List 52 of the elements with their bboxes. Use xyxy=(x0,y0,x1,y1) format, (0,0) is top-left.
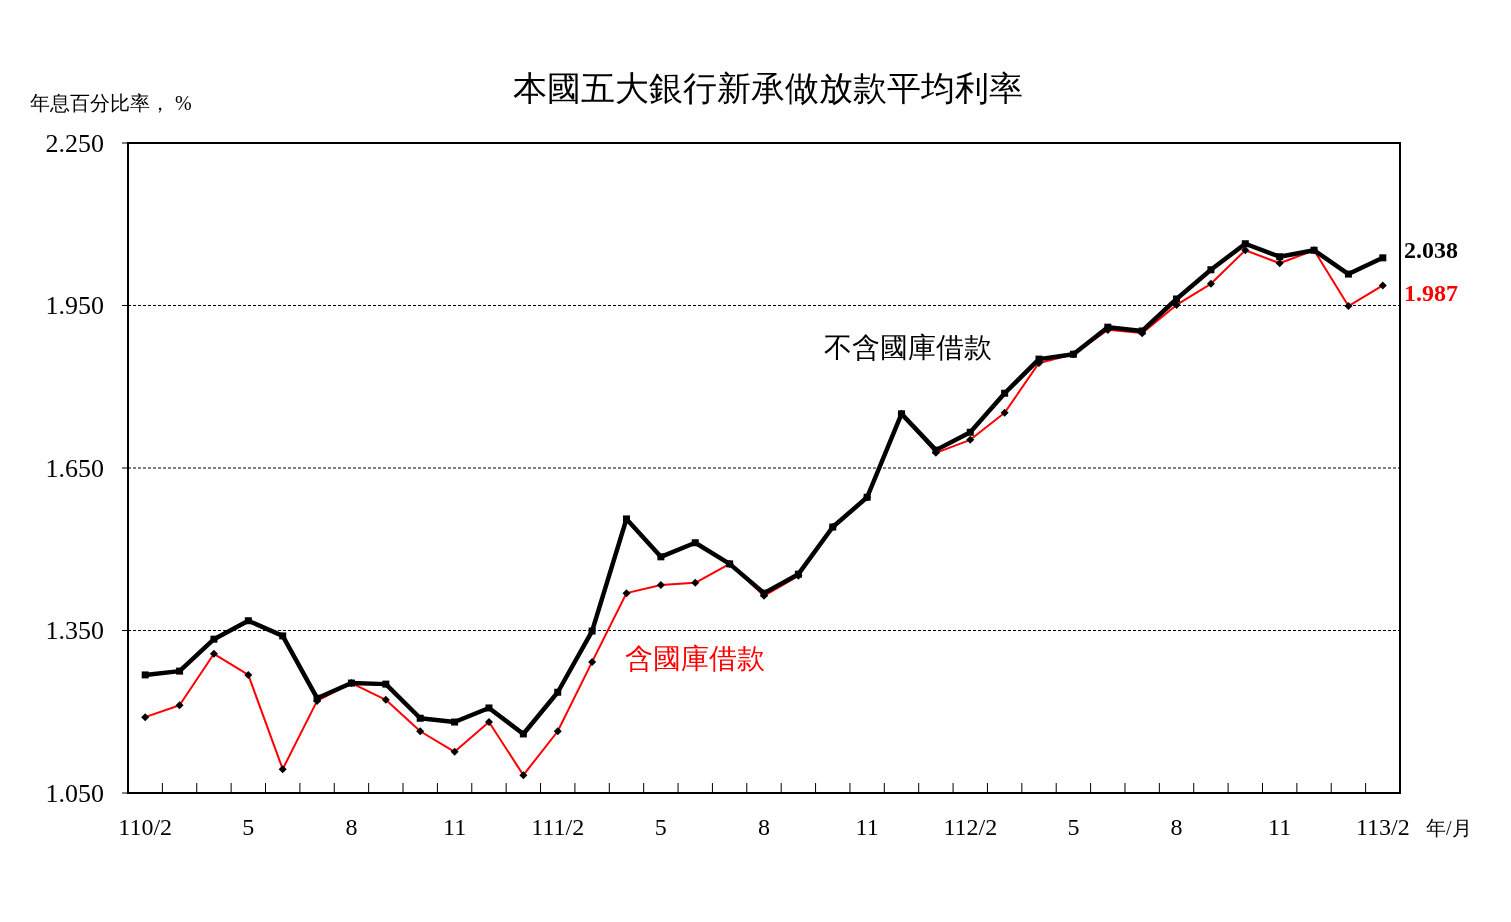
point xyxy=(829,523,837,531)
point xyxy=(176,667,184,675)
point xyxy=(1241,240,1249,248)
point xyxy=(244,617,252,625)
x-tick-label: 112/2 xyxy=(943,814,998,840)
x-tick-label: 11 xyxy=(855,814,879,840)
x-tick-label: 11 xyxy=(443,814,467,840)
point xyxy=(1344,270,1352,278)
data-label: 1.987 xyxy=(1404,280,1458,307)
point xyxy=(657,553,665,561)
point xyxy=(1310,246,1318,254)
point xyxy=(691,539,699,547)
y-tick-label: 1.050 xyxy=(45,778,104,808)
point xyxy=(1276,253,1284,261)
point xyxy=(210,635,218,643)
x-tick-label: 8 xyxy=(345,814,358,840)
x-tick-label: 113/2 xyxy=(1355,814,1410,840)
point xyxy=(141,671,149,679)
data-label: 2.038 xyxy=(1404,236,1458,263)
point xyxy=(1035,355,1043,363)
point xyxy=(1207,266,1215,274)
point xyxy=(1379,254,1387,262)
y-tick-label: 1.650 xyxy=(45,453,104,483)
y-tick-label: 1.950 xyxy=(45,291,104,320)
x-tick-label: 5 xyxy=(654,814,667,840)
x-tick-label: 5 xyxy=(1067,814,1080,840)
point xyxy=(451,718,459,726)
x-tick-label: 111/2 xyxy=(531,814,585,840)
y-tick-label: 1.350 xyxy=(45,616,104,645)
y-tick-label: 2.250 xyxy=(45,128,104,158)
chart-title: 本國五大銀行新承做放款平均利率 xyxy=(513,70,1023,107)
point xyxy=(588,627,596,635)
point xyxy=(416,714,424,722)
series-label: 含國庫借款 xyxy=(625,643,766,675)
x-axis-title: 年/月 xyxy=(1426,817,1472,839)
point xyxy=(279,632,287,640)
point xyxy=(966,428,974,436)
point xyxy=(1001,389,1009,397)
point xyxy=(622,515,630,523)
point xyxy=(1173,295,1181,303)
point xyxy=(382,680,390,688)
x-tick-label: 11 xyxy=(1268,814,1292,840)
x-tick-label: 8 xyxy=(758,814,770,840)
point xyxy=(485,704,493,712)
point xyxy=(726,560,734,568)
point xyxy=(519,730,527,738)
x-tick-label: 110/2 xyxy=(118,814,173,840)
series-label: 不含國庫借款 xyxy=(824,331,993,363)
point xyxy=(554,688,562,696)
y-axis-title: 年息百分比率， % xyxy=(30,92,192,114)
x-tick-label: 8 xyxy=(1170,814,1183,840)
x-tick-label: 5 xyxy=(242,814,255,840)
